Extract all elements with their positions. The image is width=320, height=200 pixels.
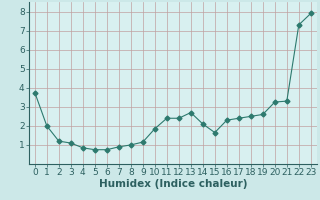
X-axis label: Humidex (Indice chaleur): Humidex (Indice chaleur) bbox=[99, 179, 247, 189]
